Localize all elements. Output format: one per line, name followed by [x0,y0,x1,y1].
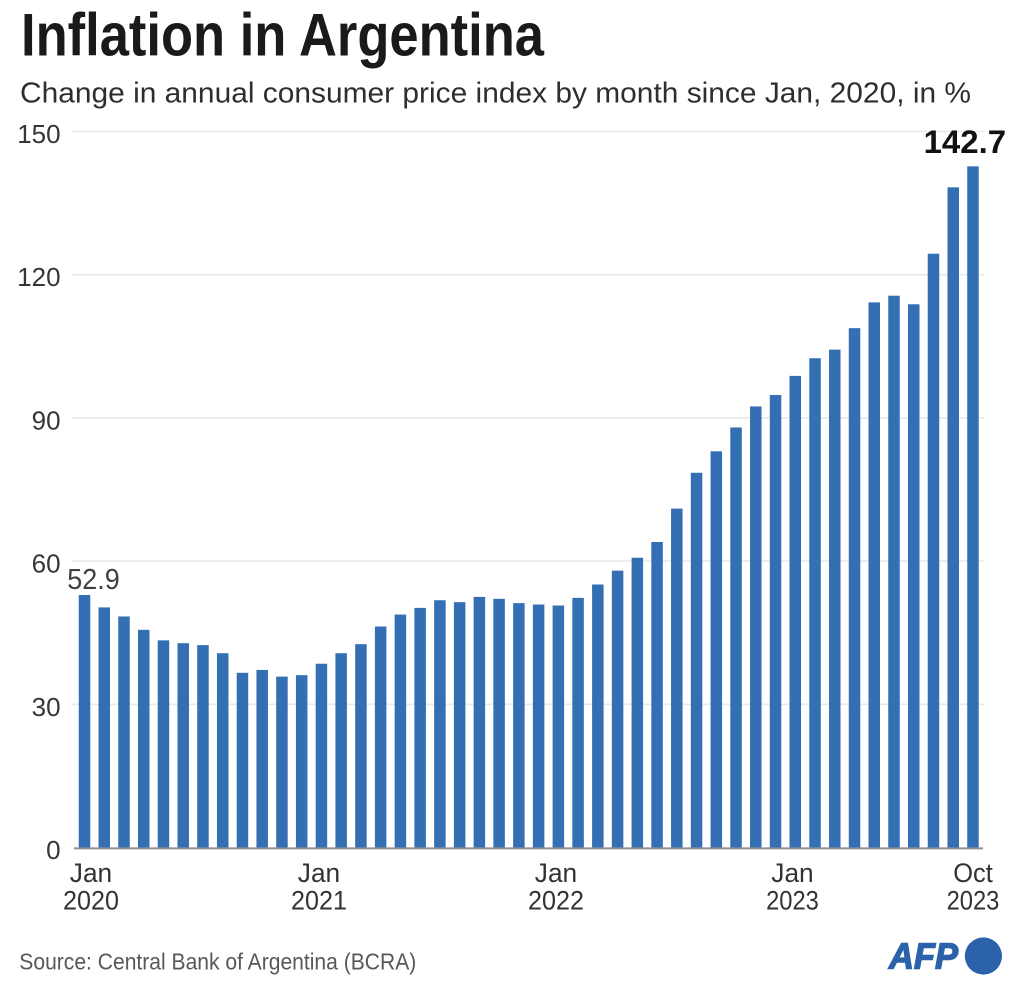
svg-text:150: 150 [17,119,60,149]
svg-text:2023: 2023 [766,886,819,916]
svg-text:Oct: Oct [953,858,993,888]
svg-text:Jan: Jan [535,858,577,888]
svg-text:120: 120 [17,262,60,292]
svg-text:30: 30 [32,692,61,722]
svg-text:90: 90 [32,405,61,435]
svg-text:2020: 2020 [63,886,119,916]
svg-text:Jan: Jan [298,858,340,888]
svg-text:Source: Central Bank of Argent: Source: Central Bank of Argentina (BCRA) [19,949,416,975]
svg-text:Jan: Jan [771,858,813,888]
svg-text:60: 60 [32,549,61,579]
svg-text:52.9: 52.9 [67,564,120,596]
svg-text:Inflation in Argentina: Inflation in Argentina [21,2,545,69]
svg-text:2021: 2021 [291,886,347,916]
svg-text:2022: 2022 [528,886,584,916]
svg-text:142.7: 142.7 [924,124,1007,160]
svg-text:0: 0 [46,835,60,865]
svg-text:Change in annual consumer pric: Change in annual consumer price index by… [20,78,971,110]
svg-text:AFP: AFP [888,936,959,977]
svg-text:Jan: Jan [70,858,112,888]
svg-text:2023: 2023 [947,886,1000,916]
